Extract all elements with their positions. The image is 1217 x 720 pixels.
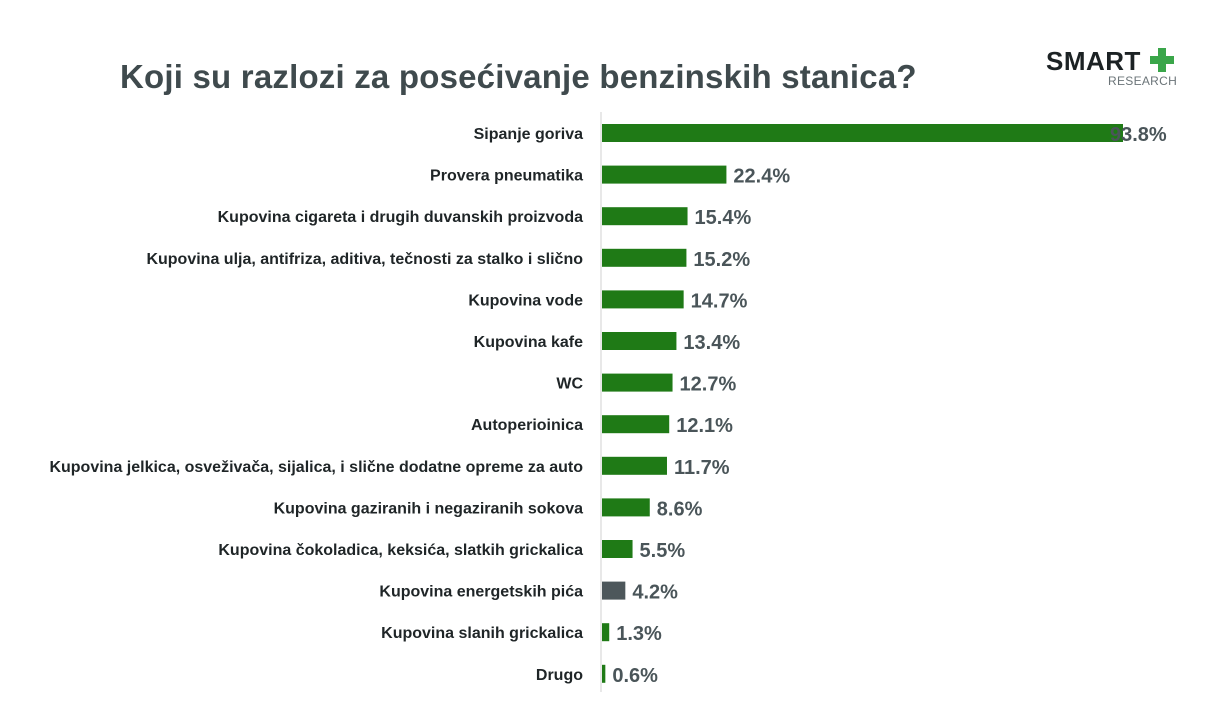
bar [602,373,673,392]
value-label: 1.3% [616,623,662,645]
bar [602,456,667,475]
value-label: 14.7% [691,290,748,312]
value-label: 15.4% [695,207,752,229]
category-label: WC [556,376,583,393]
bar [602,332,677,350]
category-label: Kupovina jelkica, osveživača, sijalica, … [49,459,583,476]
category-label: Autoperioinica [471,417,583,434]
value-label: 13.4% [683,332,740,354]
value-label: 12.7% [680,374,737,396]
category-label: Kupovina kafe [474,334,583,351]
value-label: 93.8% [1110,124,1167,146]
category-label: Kupovina cigareta i drugih duvanskih pro… [218,209,583,226]
bar [602,415,670,434]
bar [602,498,650,517]
value-label: 11.7% [674,457,730,479]
category-label: Kupovina čokoladica, keksića, slatkih gr… [218,542,583,559]
smart-research-logo: SMART RESEARCH [1046,46,1186,92]
value-label: 5.5% [640,540,686,562]
bar [602,124,1123,142]
bar [602,623,610,642]
category-label: Kupovina vode [468,292,583,309]
bar [602,540,633,558]
bar [602,290,684,309]
category-label: Kupovina gaziranih i negaziranih sokova [274,500,584,517]
value-label: 4.2% [632,582,678,604]
category-label: Provera pneumatika [430,168,583,185]
category-label: Kupovina ulja, antifriza, aditiva, tečno… [146,251,583,268]
category-label: Kupovina energetskih pića [379,584,583,601]
logo-wordmark: SMART [1046,46,1141,76]
value-label: 15.2% [693,249,750,271]
chart-title: Koji su razlozi za posećivanje benzinski… [120,58,917,95]
category-label: Sipanje goriva [474,126,583,143]
category-label: Kupovina slanih grickalica [381,625,583,642]
plus-icon [1150,48,1174,72]
value-label: 8.6% [657,498,703,520]
bar [602,207,688,226]
value-label: 12.1% [676,415,733,437]
logo-subtitle: RESEARCH [1108,74,1178,88]
value-label: 22.4% [733,166,790,188]
category-label: Drugo [536,667,583,684]
value-label: 0.6% [612,665,658,687]
bar [602,165,727,184]
bar [602,581,626,600]
bar [602,248,687,267]
bar [602,664,606,683]
